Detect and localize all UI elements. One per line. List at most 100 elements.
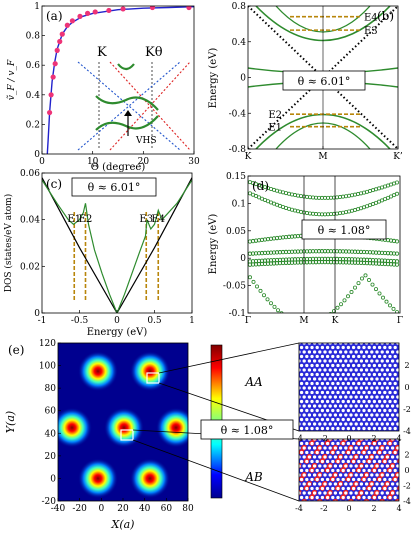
inset-label-ktheta: Kθ bbox=[145, 45, 163, 60]
lattice-atom bbox=[394, 366, 399, 374]
e-hotspot bbox=[130, 458, 170, 499]
inset-y-tick-label: 2 bbox=[404, 361, 409, 370]
lattice-atom bbox=[397, 407, 399, 414]
x-tick-label: 0 bbox=[39, 157, 45, 167]
y-tick-label: 40 bbox=[45, 429, 57, 439]
a-data-point bbox=[48, 92, 54, 98]
lattice-atom bbox=[403, 336, 408, 341]
y-tick-label: 0.8 bbox=[26, 32, 41, 42]
y-tick-label: 0.4 bbox=[232, 38, 247, 48]
inset-x-tick-label: 0 bbox=[346, 434, 351, 443]
inset-y-tick-label: 2 bbox=[404, 451, 409, 460]
x-tick-label: M bbox=[318, 152, 327, 162]
y-tick-label: 0.2 bbox=[26, 120, 40, 130]
lattice-atom bbox=[408, 336, 413, 341]
lattice-atom bbox=[299, 417, 300, 422]
lattice-atom bbox=[397, 416, 399, 423]
b-cone-lower bbox=[248, 76, 398, 149]
x-tick-label: 80 bbox=[182, 504, 194, 514]
e-label-ab: AB bbox=[244, 470, 263, 484]
e-hotspot bbox=[78, 458, 118, 499]
lattice-atom bbox=[397, 476, 399, 483]
y-tick-label: 0.05 bbox=[226, 227, 246, 237]
inset-band-lower bbox=[95, 115, 159, 131]
lattice-atom bbox=[306, 498, 313, 501]
lattice-atom bbox=[299, 450, 300, 455]
inset-y-tick-label: -4 bbox=[403, 427, 411, 436]
lattice-atom bbox=[397, 398, 399, 405]
lattice-atom bbox=[408, 441, 413, 446]
a-data-point bbox=[120, 6, 126, 12]
lattice-atom bbox=[336, 336, 341, 341]
lattice-atom bbox=[322, 498, 328, 501]
x-tick-label: -20 bbox=[72, 504, 87, 514]
lattice-atom bbox=[330, 432, 335, 437]
d-band-point bbox=[311, 322, 314, 325]
lattice-atom bbox=[325, 336, 330, 341]
x-tick-label: 0.5 bbox=[147, 316, 162, 326]
e-hotspot bbox=[78, 351, 118, 392]
e-inset-ab-frame bbox=[298, 438, 400, 502]
inset-band-top bbox=[117, 63, 135, 71]
panel-e-ylabel: Y(a) bbox=[4, 411, 17, 433]
b-level-label: E3 bbox=[364, 26, 378, 37]
lattice-atom bbox=[406, 341, 411, 346]
lattice-atom bbox=[362, 336, 367, 341]
lattice-atom bbox=[397, 458, 399, 465]
lattice-atom bbox=[337, 498, 344, 501]
lattice-atom bbox=[408, 354, 413, 359]
lattice-atom bbox=[299, 477, 300, 482]
lattice-atom bbox=[406, 377, 411, 382]
lattice-atom bbox=[377, 504, 382, 509]
lattice-atom bbox=[401, 422, 406, 427]
lattice-atom bbox=[291, 413, 296, 418]
x-tick-label: -1 bbox=[38, 316, 47, 326]
lattice-atom bbox=[401, 341, 406, 346]
e-connector-ab-bottom bbox=[132, 439, 300, 502]
lattice-atom bbox=[301, 498, 308, 501]
d-band-point bbox=[363, 273, 368, 278]
y-tick-label: -0.05 bbox=[223, 282, 246, 292]
lattice-atom bbox=[291, 482, 296, 487]
x-tick-label: 30 bbox=[188, 157, 200, 167]
lattice-atom bbox=[408, 459, 413, 464]
lattice-atom bbox=[394, 444, 399, 452]
d-band-point bbox=[349, 290, 354, 295]
lattice-atom bbox=[368, 498, 375, 501]
lattice-atom bbox=[291, 368, 296, 373]
lattice-atom bbox=[377, 432, 382, 437]
inset-x-tick-label: -2 bbox=[320, 504, 328, 513]
lattice-atom bbox=[397, 353, 399, 360]
d-band-point bbox=[318, 319, 321, 322]
lattice-atom bbox=[397, 344, 399, 351]
e-hotspot bbox=[104, 407, 144, 448]
a-data-point bbox=[54, 47, 60, 54]
d-band-point bbox=[384, 299, 389, 304]
e-connector-aa-top bbox=[158, 342, 300, 374]
x-tick-label: Γ bbox=[245, 316, 251, 326]
y-tick-label: 0 bbox=[34, 150, 40, 160]
b-level-label: E4 bbox=[364, 13, 378, 24]
lattice-atom bbox=[394, 402, 399, 410]
c-level-label: E1 bbox=[67, 214, 81, 225]
lattice-atom bbox=[406, 350, 411, 355]
lattice-atom bbox=[299, 336, 304, 341]
lattice-atom bbox=[299, 372, 300, 377]
inset-band-upper bbox=[95, 95, 159, 111]
d-band-point bbox=[275, 308, 280, 313]
d-band-point bbox=[394, 180, 399, 185]
lattice-atom bbox=[403, 345, 408, 350]
y-tick-label: 20 bbox=[45, 452, 57, 462]
inset-y-tick-label: -2 bbox=[403, 482, 411, 491]
d-band-point bbox=[290, 319, 293, 322]
lattice-atom bbox=[403, 459, 408, 464]
x-tick-label: K’ bbox=[393, 152, 403, 162]
d-band-point bbox=[345, 294, 350, 299]
lattice-atom bbox=[315, 432, 320, 437]
lattice-atom bbox=[382, 432, 387, 437]
lattice-atom bbox=[332, 498, 339, 501]
panel-b: E4 E3 E2 E1 K M K’ -0.8 -0.4 0 0.4 0.8 θ ≈ 6.01° (b… bbox=[208, 2, 403, 162]
d-band-point bbox=[359, 276, 364, 281]
